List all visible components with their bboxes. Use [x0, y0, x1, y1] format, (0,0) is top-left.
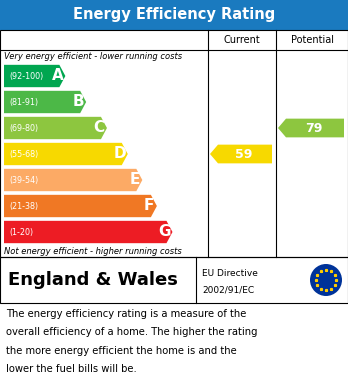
Polygon shape [4, 91, 86, 113]
Text: F: F [144, 199, 154, 213]
Text: A: A [52, 68, 63, 84]
Text: G: G [158, 224, 171, 240]
Text: 59: 59 [235, 147, 253, 160]
Text: (81-91): (81-91) [9, 97, 38, 106]
Polygon shape [210, 145, 272, 163]
Text: England & Wales: England & Wales [8, 271, 178, 289]
Text: (92-100): (92-100) [9, 72, 43, 81]
Text: (69-80): (69-80) [9, 124, 38, 133]
Bar [0, 30, 348, 257]
Text: Not energy efficient - higher running costs: Not energy efficient - higher running co… [4, 246, 182, 255]
Text: E: E [129, 172, 140, 188]
Text: D: D [113, 147, 126, 161]
Bar [0, 30, 348, 257]
Text: Energy Efficiency Rating: Energy Efficiency Rating [73, 7, 275, 23]
Polygon shape [4, 169, 142, 191]
Bar [0, 257, 348, 303]
Text: lower the fuel bills will be.: lower the fuel bills will be. [6, 364, 137, 374]
Text: (21-38): (21-38) [9, 201, 38, 210]
Text: (55-68): (55-68) [9, 149, 38, 158]
Text: the more energy efficient the home is and the: the more energy efficient the home is an… [6, 346, 237, 356]
Polygon shape [4, 65, 65, 87]
Text: Current: Current [224, 35, 260, 45]
Text: Very energy efficient - lower running costs: Very energy efficient - lower running co… [4, 52, 182, 61]
Bar [0, 0, 348, 30]
Text: EU Directive: EU Directive [202, 269, 258, 278]
Polygon shape [278, 118, 344, 137]
Text: B: B [72, 95, 84, 109]
Text: The energy efficiency rating is a measure of the: The energy efficiency rating is a measur… [6, 309, 246, 319]
Text: C: C [93, 120, 104, 136]
Circle shape [310, 264, 342, 296]
Polygon shape [4, 221, 173, 243]
Text: 2002/91/EC: 2002/91/EC [202, 285, 254, 295]
Text: 79: 79 [305, 122, 323, 135]
Text: (1-20): (1-20) [9, 228, 33, 237]
Polygon shape [4, 117, 107, 139]
Text: Potential: Potential [291, 35, 333, 45]
Polygon shape [4, 195, 157, 217]
Polygon shape [4, 143, 128, 165]
Text: overall efficiency of a home. The higher the rating: overall efficiency of a home. The higher… [6, 327, 258, 337]
Text: (39-54): (39-54) [9, 176, 38, 185]
